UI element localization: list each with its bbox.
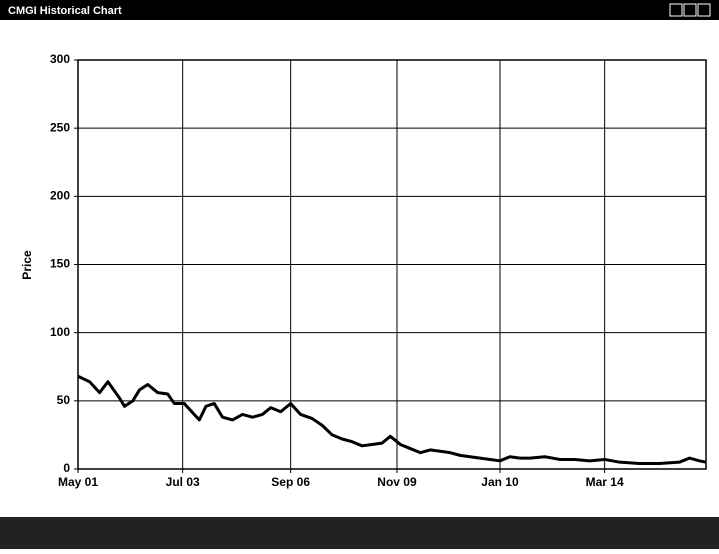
title-bar [0, 0, 719, 20]
status-bar [0, 517, 719, 549]
price-line [77, 374, 707, 466]
y-tick-label: 0 [63, 461, 70, 475]
minimize-button[interactable] [669, 3, 683, 17]
window-title: CMGI Historical Chart [8, 5, 122, 17]
y-tick-label: 50 [57, 393, 71, 407]
y-tick-label: 200 [50, 189, 70, 203]
close-button[interactable] [697, 3, 711, 17]
x-tick-label: Jan 10 [481, 475, 519, 489]
maximize-button[interactable] [683, 3, 697, 17]
y-tick-label: 300 [50, 52, 70, 66]
x-tick-label: Jul 03 [166, 475, 200, 489]
y-axis-label: Price [20, 250, 34, 280]
x-tick-label: Nov 09 [377, 475, 417, 489]
y-tick-label: 150 [50, 257, 70, 271]
x-tick-label: Sep 06 [271, 475, 310, 489]
y-tick-label: 100 [50, 325, 70, 339]
y-tick-label: 250 [50, 120, 70, 134]
x-tick-label: Mar 14 [586, 475, 624, 489]
x-tick-label: May 01 [58, 475, 98, 489]
